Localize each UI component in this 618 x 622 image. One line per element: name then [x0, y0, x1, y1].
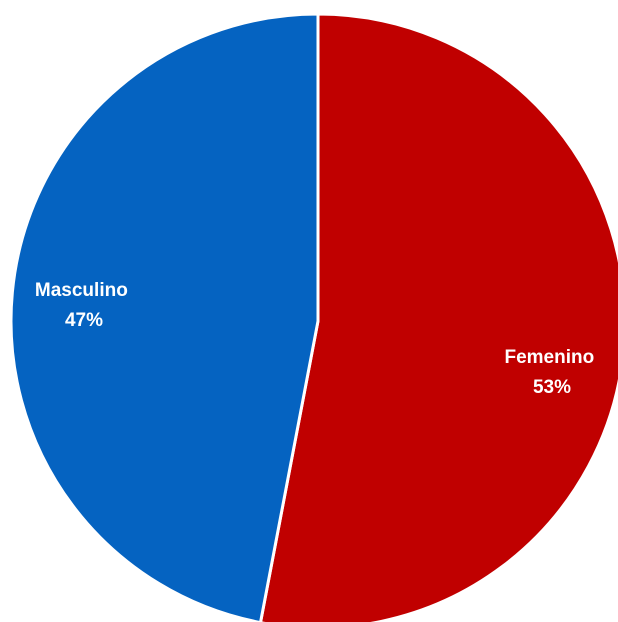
slice-label-masculino: Masculino 47%: [35, 280, 133, 331]
slice-name-femenino: Femenino: [504, 347, 594, 368]
pie-slice-masculino: [9, 12, 320, 622]
pie-slices: [9, 12, 618, 622]
slice-label-femenino: Femenino 53%: [504, 347, 599, 398]
slice-value-masculino: 47%: [65, 310, 103, 331]
pie-slice-femenino: [259, 12, 618, 622]
pie-labels: Femenino 53% Masculino 47%: [35, 280, 599, 398]
slice-name-masculino: Masculino: [35, 280, 128, 301]
slice-value-femenino: 53%: [533, 377, 571, 398]
